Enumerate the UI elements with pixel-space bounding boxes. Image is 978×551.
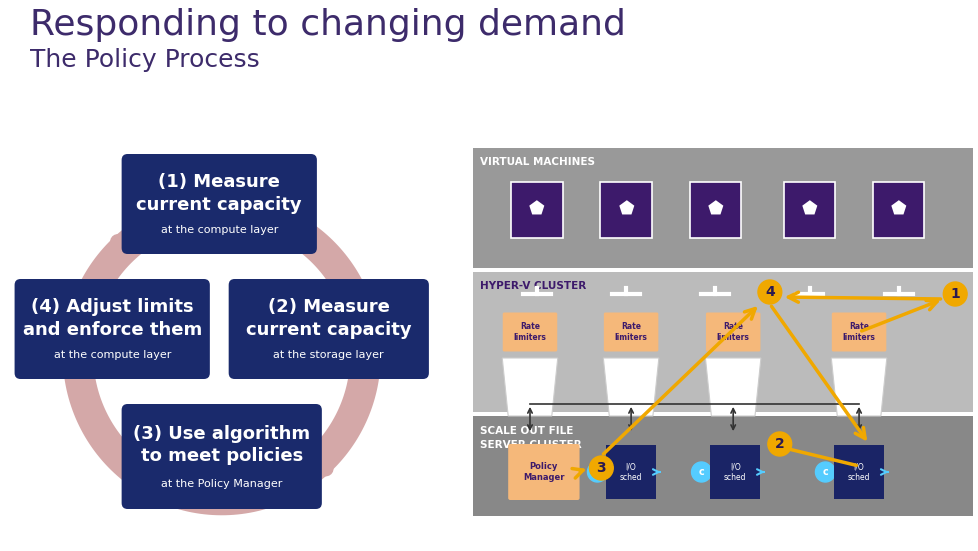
- Text: ⬟: ⬟: [801, 201, 817, 219]
- FancyBboxPatch shape: [15, 279, 209, 379]
- FancyBboxPatch shape: [472, 148, 972, 268]
- FancyBboxPatch shape: [121, 154, 317, 254]
- Circle shape: [587, 462, 606, 482]
- Text: (4) Adjust limits
and enforce them: (4) Adjust limits and enforce them: [22, 298, 201, 338]
- Text: The Policy Process: The Policy Process: [30, 48, 260, 72]
- Circle shape: [767, 432, 791, 456]
- FancyBboxPatch shape: [705, 312, 760, 352]
- Text: c: c: [594, 467, 600, 477]
- Circle shape: [690, 462, 711, 482]
- FancyBboxPatch shape: [831, 312, 885, 352]
- FancyBboxPatch shape: [783, 182, 834, 238]
- FancyBboxPatch shape: [600, 182, 651, 238]
- Text: (1) Measure
current capacity: (1) Measure current capacity: [136, 174, 302, 214]
- Text: I/O
sched: I/O sched: [723, 462, 745, 482]
- Text: ⬟: ⬟: [528, 201, 544, 219]
- Text: at the storage layer: at the storage layer: [273, 350, 383, 360]
- FancyBboxPatch shape: [472, 272, 972, 412]
- Text: Rate
limiters: Rate limiters: [842, 322, 874, 342]
- Text: HYPER-V CLUSTER: HYPER-V CLUSTER: [480, 281, 586, 291]
- FancyBboxPatch shape: [503, 312, 556, 352]
- Text: SCALE OUT FILE
SERVER CLUSTER: SCALE OUT FILE SERVER CLUSTER: [480, 426, 582, 450]
- FancyBboxPatch shape: [472, 416, 972, 516]
- Text: Rate
limiters: Rate limiters: [716, 322, 749, 342]
- Text: I/O
sched: I/O sched: [619, 462, 642, 482]
- Text: ⬟: ⬟: [618, 201, 634, 219]
- Text: I/O
sched: I/O sched: [847, 462, 869, 482]
- Circle shape: [757, 280, 781, 304]
- Text: c: c: [822, 467, 827, 477]
- Text: at the compute layer: at the compute layer: [54, 350, 171, 360]
- Text: ⬟: ⬟: [890, 201, 906, 219]
- FancyBboxPatch shape: [689, 182, 740, 238]
- FancyBboxPatch shape: [508, 444, 579, 500]
- Text: 3: 3: [596, 461, 605, 475]
- FancyBboxPatch shape: [872, 182, 923, 238]
- FancyBboxPatch shape: [229, 279, 428, 379]
- Polygon shape: [705, 358, 760, 416]
- Text: at the Policy Manager: at the Policy Manager: [161, 479, 282, 489]
- Text: Rate
limiters: Rate limiters: [614, 322, 646, 342]
- Text: ⬟: ⬟: [707, 201, 723, 219]
- FancyBboxPatch shape: [710, 445, 759, 499]
- Text: 1: 1: [950, 287, 959, 301]
- Polygon shape: [602, 358, 658, 416]
- Text: Policy
Manager: Policy Manager: [522, 462, 564, 482]
- FancyBboxPatch shape: [603, 312, 657, 352]
- Text: 2: 2: [775, 437, 783, 451]
- Text: (3) Use algorithm
to meet policies: (3) Use algorithm to meet policies: [133, 425, 310, 466]
- Text: 4: 4: [764, 285, 774, 299]
- Text: (2) Measure
current capacity: (2) Measure current capacity: [245, 298, 411, 338]
- FancyBboxPatch shape: [121, 404, 322, 509]
- Circle shape: [589, 456, 612, 480]
- FancyBboxPatch shape: [605, 445, 655, 499]
- Circle shape: [943, 282, 966, 306]
- Text: Responding to changing demand: Responding to changing demand: [30, 8, 626, 42]
- FancyBboxPatch shape: [511, 182, 562, 238]
- Polygon shape: [830, 358, 886, 416]
- Text: VIRTUAL MACHINES: VIRTUAL MACHINES: [480, 157, 595, 167]
- Text: at the compute layer: at the compute layer: [160, 225, 278, 235]
- Text: c: c: [698, 467, 703, 477]
- Text: Rate
limiters: Rate limiters: [513, 322, 546, 342]
- FancyBboxPatch shape: [833, 445, 883, 499]
- Circle shape: [815, 462, 834, 482]
- Polygon shape: [502, 358, 557, 416]
